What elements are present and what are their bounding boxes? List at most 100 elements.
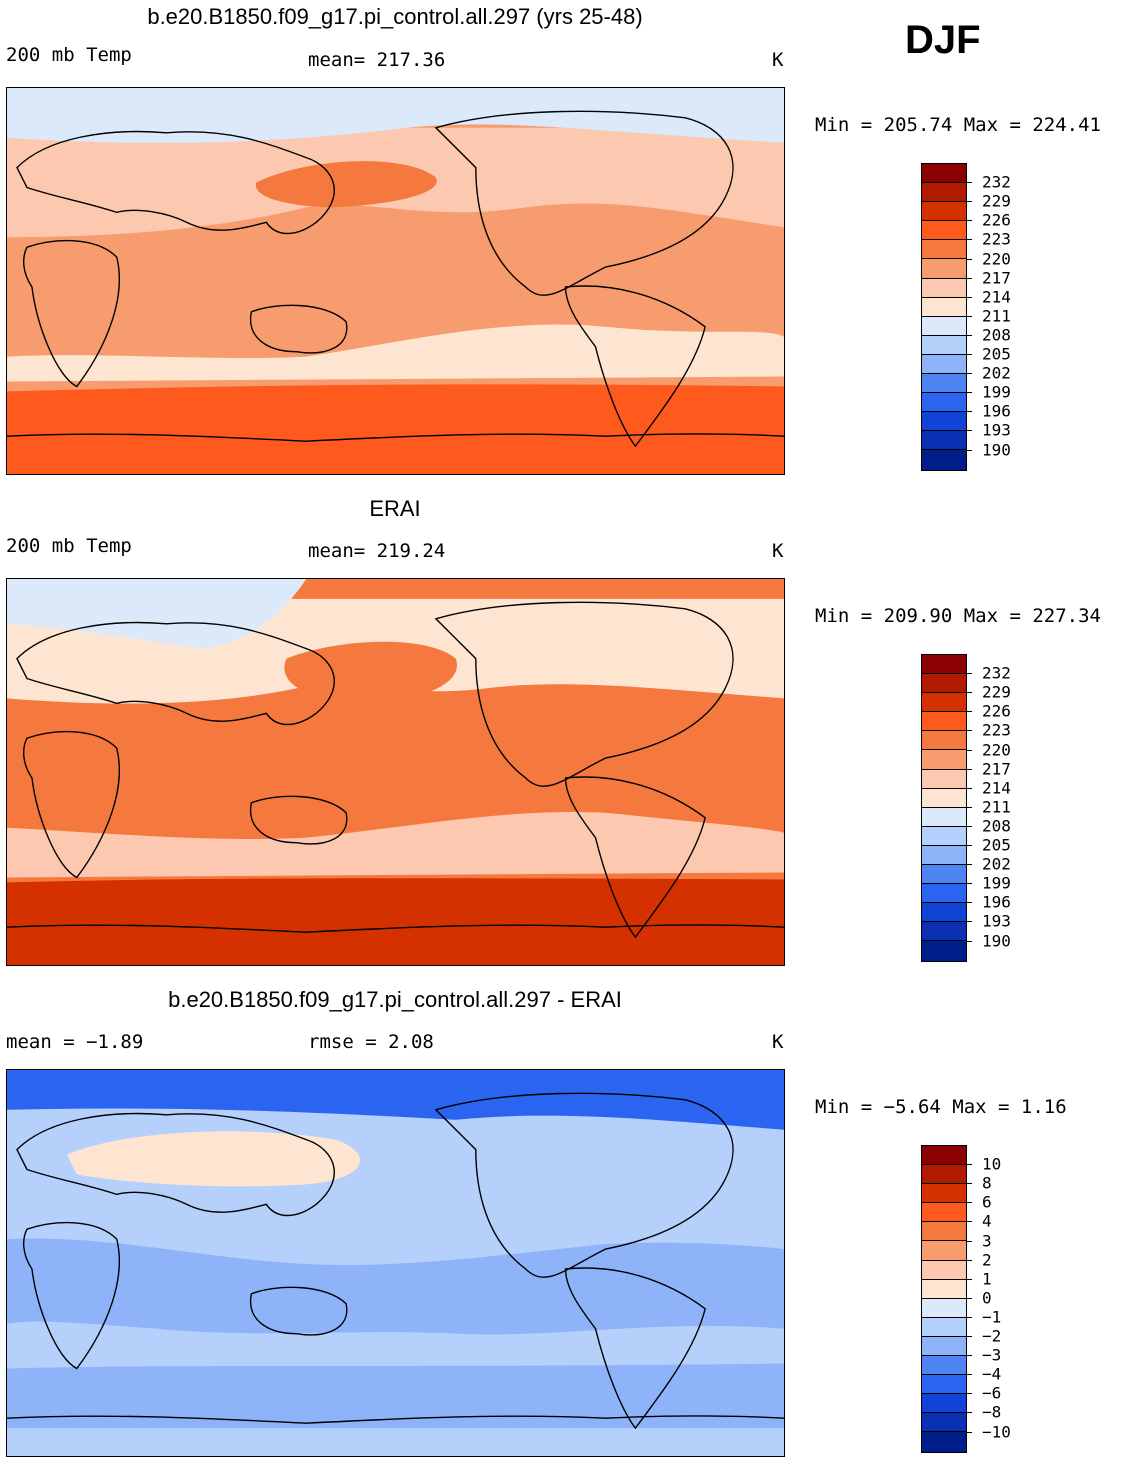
map-region-north-pacific-max (284, 641, 457, 704)
colorbar-tick (966, 864, 972, 866)
colorbar-label: 193 (982, 911, 1011, 931)
panel1-map-svg (7, 88, 784, 474)
panel3-map (6, 1069, 785, 1457)
colorbar-segment (922, 297, 966, 317)
colorbar-segment (922, 769, 966, 789)
colorbar-label: −10 (982, 1422, 1011, 1441)
colorbar-label: −3 (982, 1345, 1002, 1365)
colorbar-segment (922, 941, 966, 961)
colorbar-tick (966, 277, 972, 279)
panel3-title: b.e20.B1850.f09_g17.pi_control.all.297 -… (168, 987, 622, 1012)
colorbar-segment (922, 393, 966, 413)
colorbar-label: 223 (982, 720, 1011, 740)
map-region-southern-ocean-max (7, 384, 784, 474)
panel3-colorbar (921, 1145, 967, 1453)
colorbar-segment (922, 788, 966, 808)
colorbar-tick (966, 1355, 972, 1357)
panel2-map-svg (7, 579, 784, 965)
colorbar-label: 202 (982, 854, 1011, 874)
panel2-minmax: Min = 209.90 Max = 227.34 (815, 605, 1101, 627)
colorbar-label: 10 (982, 1154, 1002, 1174)
colorbar-segment (922, 1298, 966, 1318)
map-region-southern-band (7, 1363, 784, 1429)
colorbar-tick (966, 220, 972, 222)
colorbar-segment (922, 431, 966, 451)
colorbar-tick (966, 1183, 972, 1185)
colorbar-segment (922, 884, 966, 904)
colorbar-label: 199 (982, 873, 1011, 893)
colorbar-label: 205 (982, 835, 1011, 855)
colorbar-tick (966, 392, 972, 394)
colorbar-label: 8 (982, 1173, 992, 1193)
colorbar-segment (922, 316, 966, 336)
colorbar-tick (966, 315, 972, 317)
colorbar-label: 202 (982, 363, 1011, 383)
colorbar-segment (922, 202, 966, 222)
colorbar-tick (966, 182, 972, 184)
colorbar-label: 2 (982, 1250, 992, 1270)
colorbar-tick (966, 239, 972, 241)
colorbar-tick (966, 1240, 972, 1242)
colorbar-segment (922, 412, 966, 432)
season-label: DJF (905, 18, 981, 62)
colorbar-tick (966, 825, 972, 827)
colorbar-tick (966, 1259, 972, 1261)
panel3-units: K (772, 1031, 784, 1053)
colorbar-tick (966, 711, 972, 713)
colorbar-tick (966, 373, 972, 375)
colorbar-segment (922, 693, 966, 713)
colorbar-tick (966, 354, 972, 355)
colorbar-segment (922, 1356, 966, 1376)
panel1-center-label: mean= 217.36 (308, 49, 446, 71)
colorbar-label: 190 (982, 931, 1011, 950)
colorbar-tick (966, 1374, 972, 1376)
colorbar-segment (922, 1375, 966, 1395)
colorbar-tick (966, 334, 972, 336)
panel3-map-svg (7, 1070, 784, 1456)
colorbar-segment (922, 335, 966, 355)
panel2-units: K (772, 540, 784, 562)
panel3-coastlines (7, 1092, 784, 1430)
panel1-left-label: 200 mb Temp (6, 44, 132, 66)
colorbar-segment (922, 807, 966, 827)
colorbar-label: 220 (982, 249, 1011, 268)
colorbar-tick (966, 1336, 972, 1337)
colorbar-tick (966, 411, 972, 413)
colorbar-segment (922, 674, 966, 694)
colorbar-segment (922, 240, 966, 260)
colorbar-tick (966, 768, 972, 770)
colorbar-tick (966, 902, 972, 904)
panel3-minmax: Min = −5.64 Max = 1.16 (815, 1096, 1067, 1118)
colorbar-label: −1 (982, 1307, 1002, 1327)
colorbar-label: 211 (982, 797, 1011, 817)
colorbar-segment (922, 826, 966, 846)
colorbar-segment (922, 1146, 966, 1166)
colorbar-label: 232 (982, 663, 1011, 683)
colorbar-label: 226 (982, 210, 1011, 230)
panel2-title: ERAI (369, 496, 421, 521)
panel1-map (6, 87, 785, 475)
colorbar-segment (922, 655, 966, 675)
colorbar-segment (922, 1203, 966, 1223)
colorbar-tick (966, 1164, 972, 1166)
colorbar-segment (922, 1432, 966, 1452)
map-region-south-pacific-min (7, 812, 784, 878)
colorbar-tick (966, 1278, 972, 1280)
panel2-coastlines (7, 601, 784, 939)
map-region-southern-ocean-max (7, 878, 784, 965)
colorbar-tick (966, 787, 972, 789)
colorbar-label: 217 (982, 268, 1011, 288)
colorbar-segment (922, 259, 966, 279)
colorbar-segment (922, 750, 966, 770)
map-region-arctic-band (7, 88, 784, 143)
colorbar-label: 214 (982, 287, 1011, 307)
colorbar-segment (922, 731, 966, 751)
colorbar-tick (966, 1393, 972, 1395)
colorbar-label: 232 (982, 172, 1011, 192)
colorbar-label: 220 (982, 740, 1011, 759)
colorbar-label: 223 (982, 229, 1011, 249)
colorbar-label: 208 (982, 325, 1011, 345)
colorbar-tick (966, 1221, 972, 1223)
colorbar-segment (922, 1184, 966, 1204)
colorbar-label: −4 (982, 1364, 1002, 1384)
